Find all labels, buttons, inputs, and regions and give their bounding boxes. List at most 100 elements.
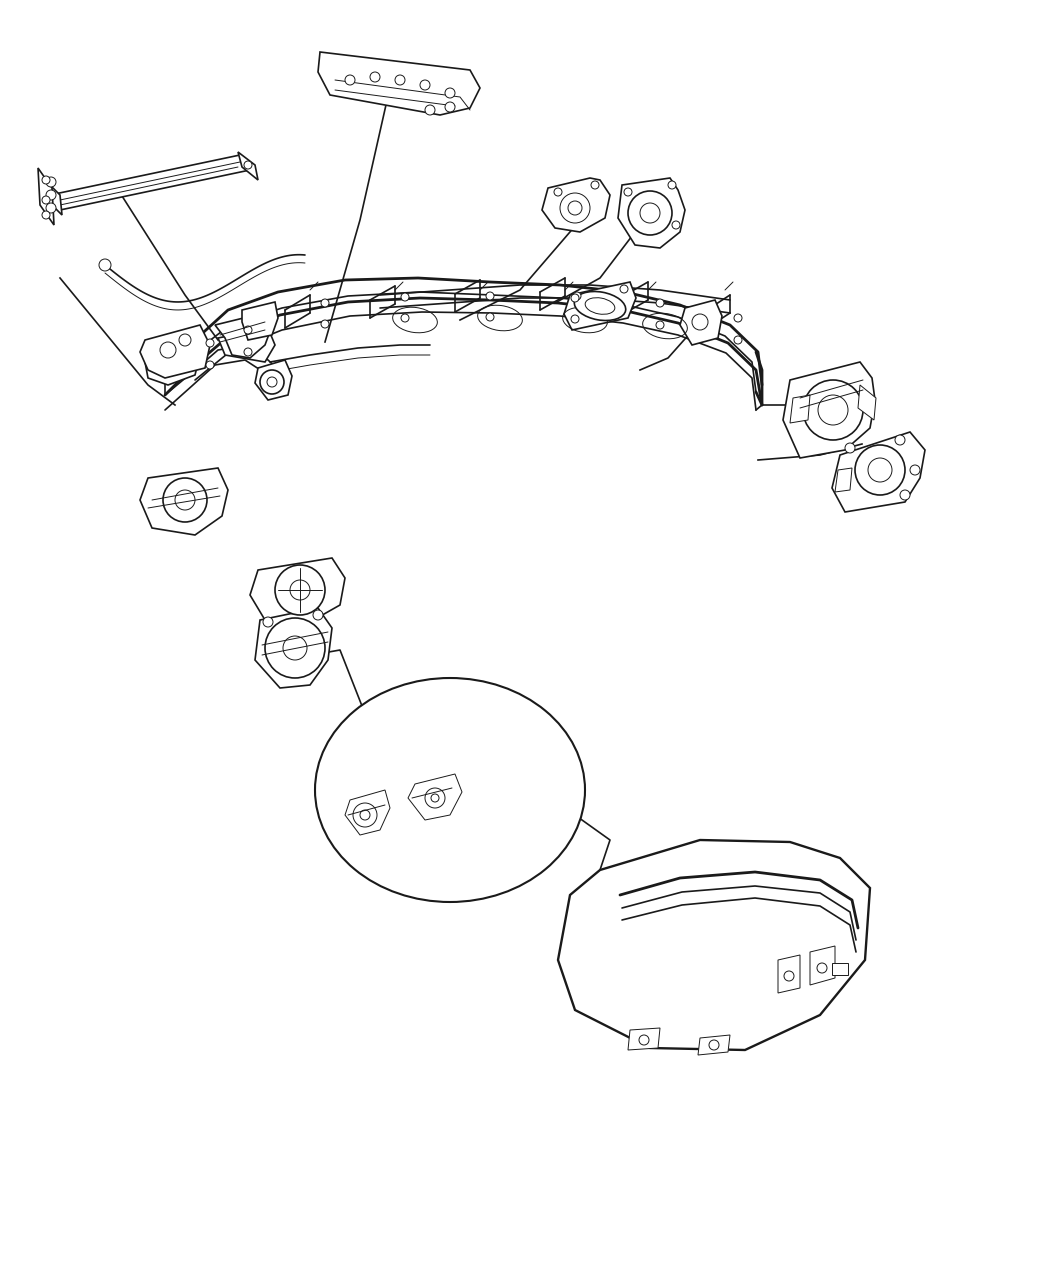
Circle shape — [206, 339, 214, 347]
Circle shape — [345, 75, 355, 85]
Circle shape — [620, 286, 628, 293]
Circle shape — [639, 1035, 649, 1046]
Circle shape — [571, 295, 579, 302]
Circle shape — [568, 201, 582, 215]
Polygon shape — [345, 790, 390, 835]
Circle shape — [591, 181, 598, 189]
Circle shape — [425, 788, 445, 808]
Circle shape — [656, 321, 664, 329]
Circle shape — [42, 196, 50, 204]
Circle shape — [486, 292, 494, 300]
Circle shape — [260, 370, 284, 394]
Ellipse shape — [585, 297, 615, 315]
Circle shape — [360, 810, 370, 820]
Circle shape — [206, 361, 214, 368]
Ellipse shape — [574, 292, 626, 320]
Circle shape — [624, 187, 632, 196]
Circle shape — [640, 203, 660, 223]
Circle shape — [817, 963, 827, 973]
Circle shape — [803, 380, 863, 440]
Polygon shape — [255, 608, 332, 688]
Circle shape — [42, 210, 50, 219]
Circle shape — [445, 88, 455, 98]
Circle shape — [868, 458, 892, 482]
Circle shape — [267, 377, 277, 388]
Circle shape — [692, 314, 708, 330]
Polygon shape — [38, 168, 54, 224]
Circle shape — [425, 105, 435, 115]
Circle shape — [818, 395, 848, 425]
Circle shape — [656, 300, 664, 307]
Polygon shape — [140, 468, 228, 536]
Circle shape — [275, 565, 326, 615]
Circle shape — [910, 465, 920, 476]
Circle shape — [573, 292, 581, 300]
Polygon shape — [318, 52, 480, 115]
Polygon shape — [40, 175, 62, 215]
Circle shape — [734, 337, 742, 344]
Circle shape — [163, 478, 207, 521]
Circle shape — [313, 609, 323, 620]
Circle shape — [560, 193, 590, 223]
Circle shape — [46, 203, 56, 213]
Polygon shape — [542, 179, 610, 232]
Polygon shape — [50, 156, 250, 210]
Circle shape — [353, 803, 377, 827]
Circle shape — [46, 177, 56, 187]
Polygon shape — [790, 395, 810, 423]
Polygon shape — [215, 312, 272, 358]
Circle shape — [99, 259, 111, 272]
Circle shape — [709, 1040, 719, 1051]
Circle shape — [178, 334, 191, 346]
Polygon shape — [145, 335, 200, 385]
Circle shape — [244, 326, 252, 334]
Circle shape — [486, 312, 494, 321]
Polygon shape — [778, 955, 800, 993]
Circle shape — [244, 348, 252, 356]
Polygon shape — [628, 1028, 660, 1051]
Polygon shape — [255, 360, 292, 400]
Polygon shape — [680, 300, 722, 346]
Polygon shape — [832, 432, 925, 513]
Circle shape — [628, 191, 672, 235]
Circle shape — [370, 71, 380, 82]
Circle shape — [445, 102, 455, 112]
Circle shape — [845, 442, 855, 453]
Polygon shape — [698, 1035, 730, 1054]
Circle shape — [571, 315, 579, 323]
Circle shape — [175, 490, 195, 510]
Circle shape — [284, 636, 307, 660]
Circle shape — [395, 75, 405, 85]
Polygon shape — [250, 558, 345, 622]
Polygon shape — [858, 385, 876, 419]
Polygon shape — [832, 963, 848, 975]
Polygon shape — [558, 840, 870, 1051]
Circle shape — [855, 445, 905, 495]
Polygon shape — [140, 325, 210, 377]
Circle shape — [554, 187, 562, 196]
Circle shape — [244, 161, 252, 170]
Circle shape — [668, 181, 676, 189]
Polygon shape — [835, 468, 852, 492]
Circle shape — [262, 617, 273, 627]
Circle shape — [160, 342, 176, 358]
Circle shape — [420, 80, 430, 91]
Circle shape — [900, 490, 910, 500]
Circle shape — [321, 300, 329, 307]
Circle shape — [42, 176, 50, 184]
Polygon shape — [238, 152, 258, 180]
Polygon shape — [242, 302, 278, 340]
Polygon shape — [783, 362, 875, 458]
Circle shape — [265, 618, 326, 678]
Circle shape — [321, 320, 329, 328]
Polygon shape — [810, 946, 835, 986]
Polygon shape — [218, 328, 275, 362]
Circle shape — [430, 794, 439, 802]
Circle shape — [46, 190, 56, 200]
Circle shape — [401, 293, 410, 301]
Circle shape — [895, 435, 905, 445]
Ellipse shape — [315, 678, 585, 901]
Circle shape — [290, 580, 310, 601]
Polygon shape — [408, 774, 462, 820]
Polygon shape — [564, 282, 636, 330]
